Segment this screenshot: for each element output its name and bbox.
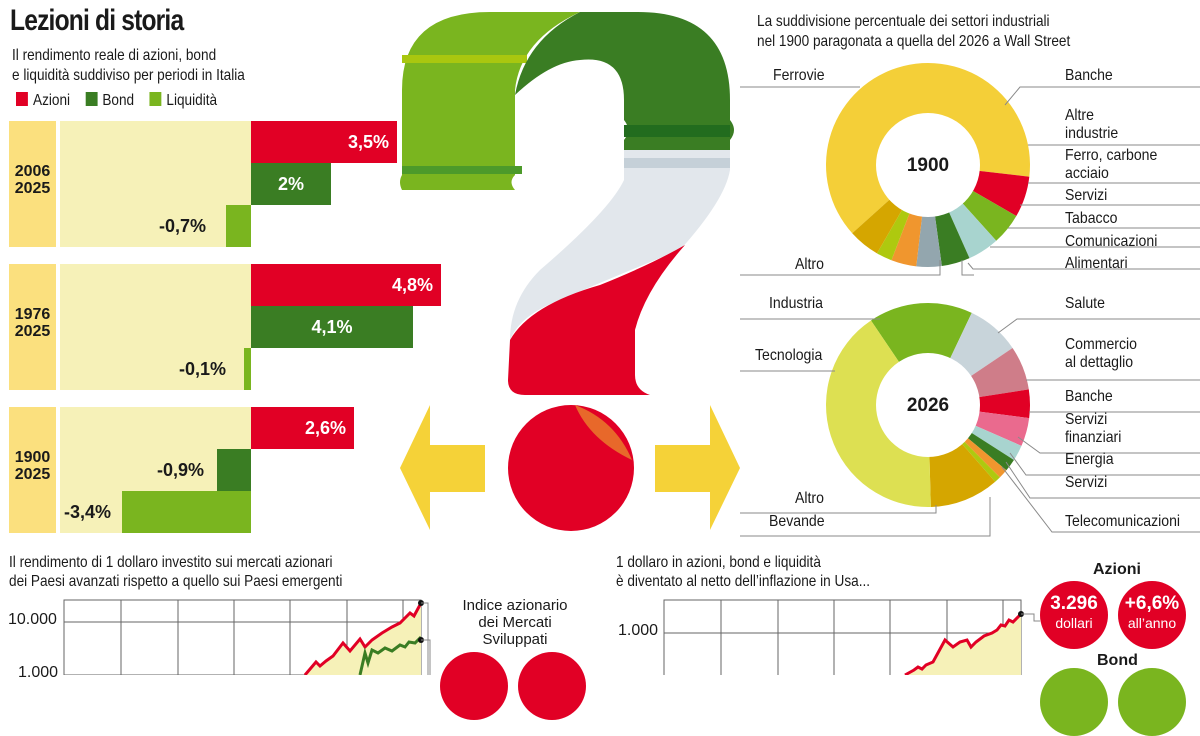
bond-value-circle [1040, 668, 1108, 736]
question-mark-illustration [400, 12, 740, 531]
y-tick-10000: 10.000 [8, 611, 57, 628]
year-column: 1976 2025 [9, 264, 56, 390]
year-column: 1900 2025 [9, 407, 56, 533]
legend-item-liquidita: Liquidità [149, 92, 217, 110]
legend-swatch-darkgreen [85, 92, 98, 106]
value-liquidita: -0,1% [179, 359, 227, 379]
legend-item-bond: Bond [85, 92, 134, 110]
usa-assets-chart [663, 599, 1040, 675]
value-liquidita: -3,4% [64, 502, 112, 522]
legend-swatch-green [149, 92, 162, 106]
developed-index-title: Indice azionario dei Mercati Sviluppati [462, 597, 568, 648]
developed-value-circle [440, 652, 508, 720]
period-group-1976: 1976 2025 4,8% 4,1% -0,1% [9, 264, 449, 390]
period-group-1900: 1900 2025 2,6% -0,9% -3,4% [9, 407, 449, 533]
donut-1900 [740, 63, 1200, 276]
leader-lines [740, 318, 1200, 537]
subtitle-line-2: e liquidità suddiviso per periodi in Ita… [12, 67, 245, 84]
bottom-left-title-1: Il rendimento di 1 dollaro investito sui… [9, 554, 333, 571]
negative-panel [60, 264, 251, 390]
azioni-rate-circle: +6,6% all’anno [1118, 581, 1186, 649]
bar-liquidita [226, 205, 251, 247]
page-title: Lezioni di storia [10, 4, 184, 37]
bottom-left-title-2: dei Paesi avanzati rispetto a quello sui… [9, 573, 343, 590]
bar-azioni: 4,8% [251, 264, 441, 306]
donut-2026 [740, 303, 1200, 537]
bar-azioni: 3,5% [251, 121, 397, 163]
sectors-title-line-1: La suddivisione percentuale dei settori … [757, 13, 1050, 30]
bar-bond [217, 449, 251, 491]
developed-rate-circle [518, 652, 586, 720]
bottom-right-title-2: è diventato al netto dell’inflazione in … [616, 573, 871, 590]
bar-liquidita [122, 491, 251, 533]
sectors-title-line-2: nel 1900 paragonata a quella del 2026 a … [757, 33, 1071, 50]
leader-lines [740, 86, 1200, 276]
legend-item-azioni: Azioni [16, 92, 70, 110]
azioni-value-circle: 3.296 dollari [1040, 581, 1108, 649]
legend-swatch-red [16, 92, 28, 106]
bar-bond: 2% [251, 163, 331, 205]
bar-azioni: 2,6% [251, 407, 354, 449]
value-bond: -0,9% [157, 460, 205, 480]
bar-liquidita [244, 348, 251, 390]
bottom-right-title-1: 1 dollaro in azioni, bond e liquidità [616, 554, 821, 571]
year-column: 2006 2025 [9, 121, 56, 247]
value-liquidita: -0,7% [159, 216, 207, 236]
developed-vs-emerging-chart [63, 599, 431, 675]
y-tick-1000: 1.000 [18, 664, 59, 681]
y-tick-1000: 1.000 [618, 622, 659, 639]
bond-rate-circle [1118, 668, 1186, 736]
legend: Azioni Bond Liquidità [16, 92, 217, 110]
negative-panel [60, 121, 251, 247]
period-group-2006: 2006 2025 3,5% 2% -0,7% [9, 121, 449, 247]
bar-bond: 4,1% [251, 306, 413, 348]
azioni-title: Azioni [1093, 561, 1141, 578]
subtitle-line-1: Il rendimento reale di azioni, bond [12, 47, 217, 64]
bond-title: Bond [1097, 652, 1138, 669]
